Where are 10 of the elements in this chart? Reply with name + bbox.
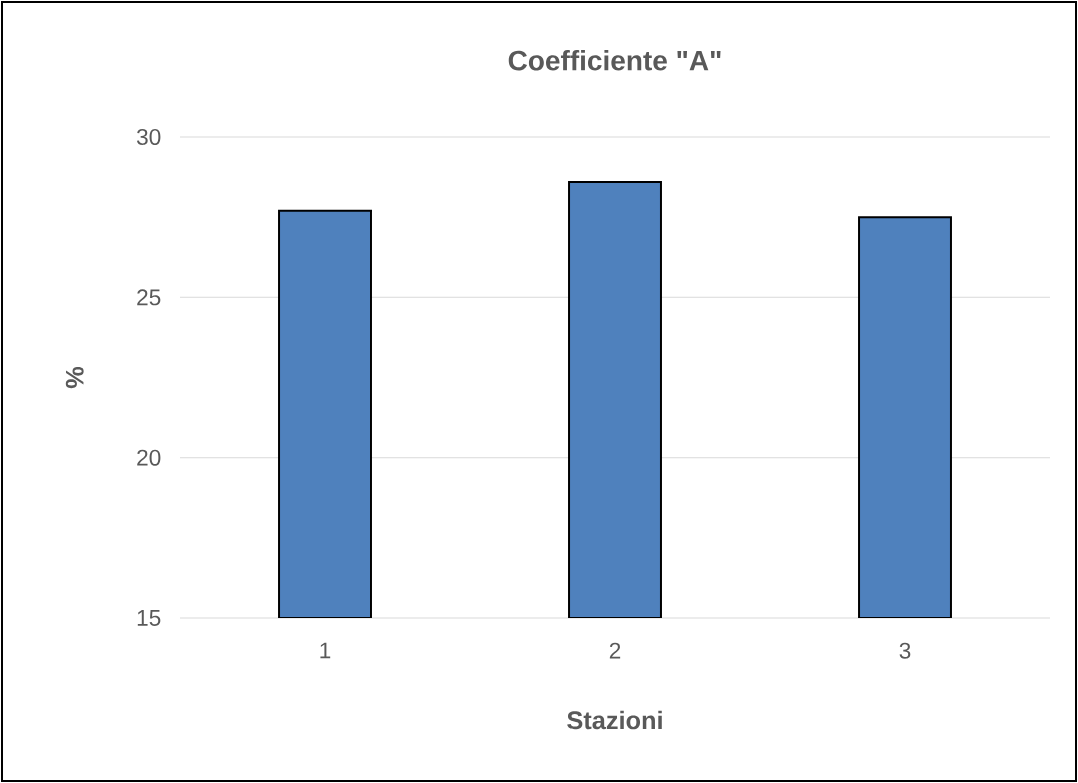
x-tick-label: 3	[899, 642, 911, 659]
y-tick-label: 30	[136, 128, 161, 146]
x-axis-title: Stazioni	[567, 710, 662, 730]
chart-title: Coefficiente "A"	[508, 49, 721, 71]
y-tick-label: 25	[137, 289, 161, 306]
y-tick-label: 20	[137, 449, 161, 466]
x-tick-label: 1	[320, 642, 331, 659]
x-tick-label: 2	[609, 642, 621, 659]
y-axis-title: %	[65, 366, 84, 389]
y-tick-label: 15	[137, 610, 161, 626]
